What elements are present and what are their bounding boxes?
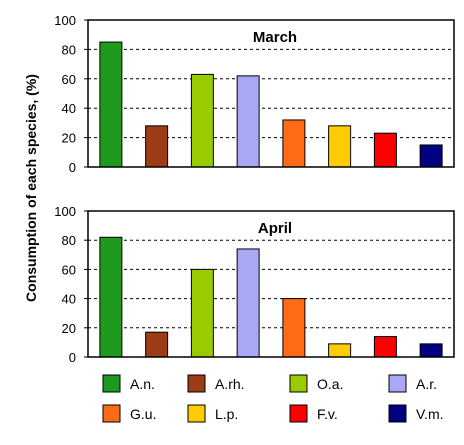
legend-label: V.m. <box>416 406 444 422</box>
y-tick-label: 40 <box>62 101 76 116</box>
legend-label: L.p. <box>215 406 238 422</box>
legend-label: A.r. <box>416 376 437 392</box>
bar-an <box>99 236 123 358</box>
legend: A.n. A.rh. O.a. A.r. G.u. L.p. F.v. V.m. <box>102 374 444 423</box>
y-tick-label: 100 <box>54 13 76 28</box>
legend-item-lp: L.p. <box>187 404 238 423</box>
bar-oa <box>190 268 214 358</box>
y-tick-label: 20 <box>62 131 76 146</box>
legend-item-arh: A.rh. <box>187 374 245 393</box>
bar-lp <box>328 125 352 168</box>
bar-fv <box>373 336 397 358</box>
y-tick-label: 40 <box>62 292 76 307</box>
panel-march: 0 20 40 60 80 100 March <box>54 13 455 175</box>
legend-label: F.v. <box>317 406 338 422</box>
legend-swatch <box>289 374 308 393</box>
bar-vm <box>419 144 443 168</box>
bar-arh <box>145 125 169 168</box>
panel-title: March <box>253 29 297 46</box>
legend-swatch <box>289 404 308 423</box>
y-tick-label: 80 <box>62 233 76 248</box>
legend-label: A.n. <box>130 376 155 392</box>
bar-gu <box>282 119 306 168</box>
y-tick-label: 0 <box>69 160 76 175</box>
y-tick-label: 60 <box>62 262 76 277</box>
bar-gu <box>282 298 306 358</box>
panel-april: 0 20 40 60 80 100 April <box>54 204 455 365</box>
legend-item-an: A.n. <box>102 374 155 393</box>
legend-swatch <box>187 374 206 393</box>
y-tick-label: 20 <box>62 321 76 336</box>
y-axis-label: Consumption of each species, (%) <box>23 74 39 302</box>
legend-swatch <box>388 404 407 423</box>
bar-ar <box>236 75 260 168</box>
legend-item-fv: F.v. <box>289 404 338 423</box>
legend-swatch <box>102 374 121 393</box>
panel-title: April <box>258 220 292 237</box>
bar-arh <box>145 331 169 358</box>
y-tick-label: 80 <box>62 42 76 57</box>
plot-frame <box>87 19 455 168</box>
bar-oa <box>190 73 214 168</box>
bar-vm <box>419 343 443 358</box>
legend-item-oa: O.a. <box>289 374 343 393</box>
bar-fv <box>373 132 397 168</box>
y-tick-label: 0 <box>69 350 76 365</box>
bar-an <box>99 41 123 168</box>
bar-ar <box>236 248 260 358</box>
legend-swatch <box>388 374 407 393</box>
chart-panels: 0 20 40 60 80 100 March 0 20 40 60 80 100 April <box>54 13 455 365</box>
legend-label: O.a. <box>317 376 343 392</box>
legend-item-vm: V.m. <box>388 404 444 423</box>
plot-frame <box>87 210 455 358</box>
y-tick-label: 100 <box>54 204 76 219</box>
legend-swatch <box>102 404 121 423</box>
legend-label: G.u. <box>130 406 156 422</box>
bar-lp <box>328 343 352 358</box>
legend-swatch <box>187 404 206 423</box>
legend-item-ar: A.r. <box>388 374 437 393</box>
legend-label: A.rh. <box>215 376 245 392</box>
legend-item-gu: G.u. <box>102 404 156 423</box>
y-tick-label: 60 <box>62 72 76 87</box>
